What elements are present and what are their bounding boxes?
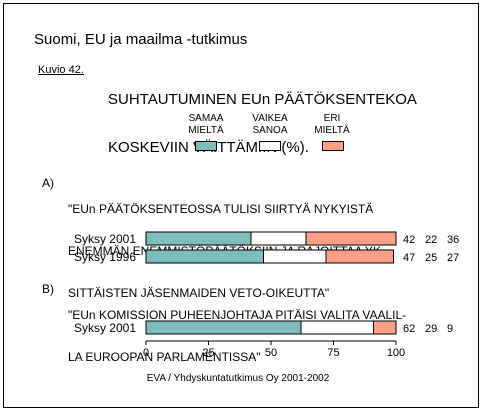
- bar-b-2001-agree: [145, 320, 302, 335]
- x-tick-label-25: 25: [202, 347, 214, 359]
- value-label-a-1996-agree: 47: [403, 252, 415, 264]
- value-label-a-1996-disagree: 27: [447, 252, 459, 264]
- legend-label-disagree: ERI MIELTÄ: [312, 113, 352, 137]
- value-label-a-2001-hard-to-say: 22: [425, 234, 437, 246]
- bar-b-2001-disagree: [373, 320, 397, 335]
- value-label-b-2001-disagree: 9: [447, 323, 453, 335]
- legend-swatch-agree: [195, 141, 217, 151]
- x-tick-label-100: 100: [387, 347, 405, 359]
- bar-a-1996-hard-to-say: [263, 249, 327, 264]
- question-b-letter: B): [42, 282, 54, 296]
- figure-label: Kuvio 42.: [38, 64, 84, 76]
- figure-title-line-1: SUHTAUTUMINEN EUn PÄÄTÖKSENTEKOA: [108, 91, 417, 108]
- row-label-b-2001: Syksy 2001: [73, 321, 136, 335]
- bar-a-2001-agree: [145, 231, 252, 246]
- legend-label-agree: SAMAA MIELTÄ: [186, 113, 226, 137]
- row-label-a-1996: Syksy 1996: [73, 250, 136, 264]
- value-label-a-1996-hard-to-say: 25: [425, 252, 437, 264]
- legend-label-agree-line-2: MIELTÄ: [188, 125, 224, 136]
- legend-label-disagree-line-2: MIELTÄ: [314, 125, 350, 136]
- x-tick-label-50: 50: [265, 347, 277, 359]
- question-a-line-3: SITTÄISTEN JÄSENMAIDEN VETO-OIKEUTTA": [68, 286, 330, 300]
- x-tick-label-0: 0: [143, 347, 149, 359]
- question-b-text: "EUn KOMISSION PUHEENJOHTAJA PITÄISI VAL…: [68, 280, 406, 378]
- row-label-a-2001: Syksy 2001: [73, 232, 136, 246]
- legend-label-disagree-line-1: ERI: [323, 113, 341, 124]
- question-a-line-1: "EUn PÄÄTÖKSENTEOSSA TULISI SIIRTYÄ NYKY…: [68, 202, 374, 216]
- legend-swatch-disagree: [322, 141, 344, 151]
- legend-label-hard-to-say-line-2: SANOA: [252, 125, 288, 136]
- bar-a-2001-hard-to-say: [250, 231, 307, 246]
- bar-a-2001-disagree: [305, 231, 397, 246]
- value-label-a-2001-disagree: 36: [447, 234, 459, 246]
- footer-source: EVA / Yhdyskuntatutkimus Oy 2001-2002: [146, 373, 330, 384]
- value-label-b-2001-hard-to-say: 29: [425, 323, 437, 335]
- question-b-line-1: "EUn KOMISSION PUHEENJOHTAJA PITÄISI VAL…: [68, 308, 407, 322]
- survey-title: Suomi, EU ja maailma -tutkimus: [34, 31, 248, 48]
- legend-swatch-hard-to-say: [259, 141, 281, 151]
- value-label-a-2001-agree: 42: [403, 234, 415, 246]
- legend-label-hard-to-say: VAIKEA SANOA: [248, 113, 292, 137]
- question-a-letter: A): [42, 176, 54, 190]
- bar-a-1996-disagree: [325, 249, 394, 264]
- bar-b-2001-hard-to-say: [300, 320, 374, 335]
- x-tick-label-75: 75: [327, 347, 339, 359]
- legend-label-hard-to-say-line-1: VAIKEA: [252, 113, 288, 124]
- question-b-line-2: LA EUROOPAN PARLAMENTISSA": [68, 350, 261, 364]
- value-label-b-2001-agree: 62: [403, 323, 415, 335]
- bar-a-1996-agree: [145, 249, 264, 264]
- legend-label-agree-line-1: SAMAA: [188, 113, 224, 124]
